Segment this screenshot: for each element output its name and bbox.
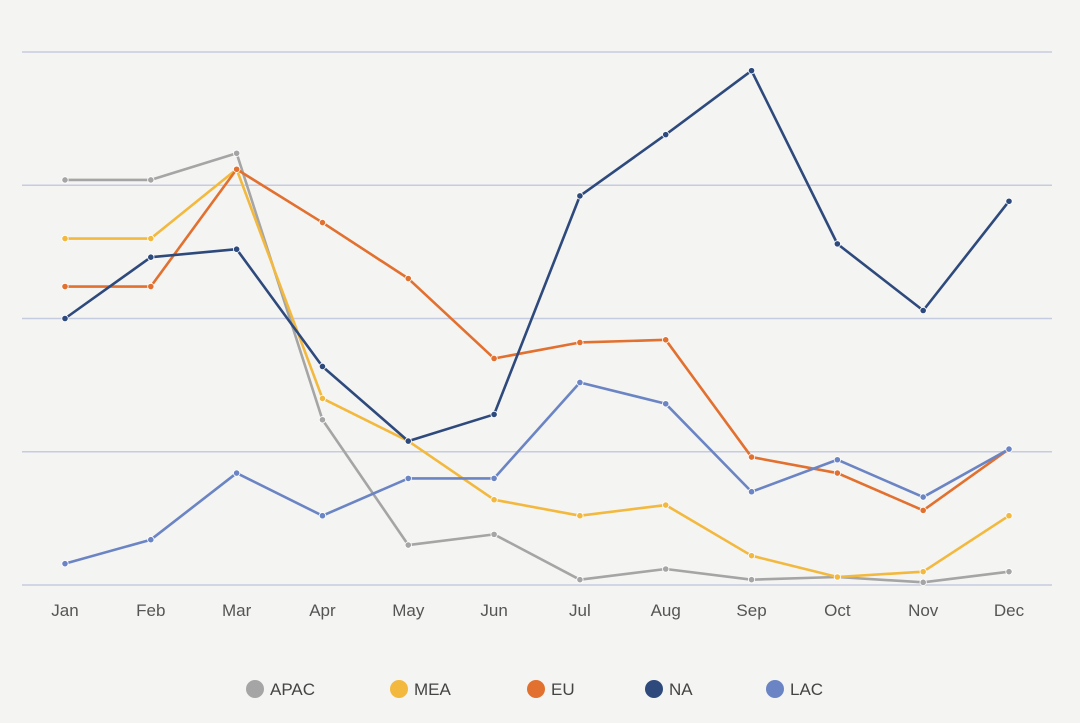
series-eu (61, 165, 1013, 514)
x-tick-label: May (392, 601, 425, 620)
series-line-na (64, 69, 1011, 443)
data-point-apac (490, 530, 498, 538)
data-point-eu (662, 336, 670, 344)
series-lac (61, 378, 1013, 568)
data-point-lac (61, 560, 69, 568)
legend-label: EU (551, 680, 575, 699)
legend-item-eu: EU (527, 680, 575, 699)
legend-swatch (645, 680, 663, 698)
x-tick-label: Oct (824, 601, 851, 620)
data-point-eu (919, 506, 927, 514)
grid-lines (22, 51, 1052, 586)
legend-item-mea: MEA (390, 680, 452, 699)
x-tick-label: Jul (569, 601, 591, 620)
data-point-apac (233, 149, 241, 157)
legend: APAC MEA EU NA LAC (246, 680, 823, 699)
data-point-apac (147, 176, 155, 184)
data-point-lac (1005, 445, 1013, 453)
legend-swatch (766, 680, 784, 698)
x-tick-label: Apr (309, 601, 336, 620)
x-axis-ticks: Jan Feb Mar Apr May Jun Jul Aug Sep Oct Nov Dec (51, 601, 1024, 620)
legend-label: NA (669, 680, 693, 699)
data-point-lac (919, 493, 927, 501)
legend-item-lac: LAC (766, 680, 823, 699)
data-point-na (404, 437, 412, 445)
series-line-lac (64, 381, 1010, 565)
x-tick-label: Sep (736, 601, 766, 620)
data-point-mea (919, 568, 927, 576)
data-point-lac (662, 400, 670, 408)
legend-swatch (246, 680, 264, 698)
data-point-mea (662, 501, 670, 509)
data-point-na (147, 253, 155, 261)
data-point-mea (318, 394, 327, 403)
data-point-apac (576, 576, 584, 584)
data-point-apac (662, 565, 670, 573)
data-point-eu (490, 354, 498, 363)
data-point-apac (404, 541, 412, 549)
x-tick-label: Aug (651, 601, 681, 620)
data-point-lac (576, 378, 584, 387)
data-point-eu (576, 338, 584, 347)
data-point-eu (318, 218, 327, 227)
data-point-mea (490, 496, 498, 504)
data-point-lac (490, 474, 498, 482)
x-tick-label: Dec (994, 601, 1025, 620)
series-line-mea (65, 167, 1010, 579)
data-point-mea (147, 234, 155, 243)
data-point-mea (576, 512, 584, 520)
data-point-na (662, 131, 670, 139)
data-point-mea (61, 234, 69, 243)
data-point-mea (747, 552, 756, 560)
data-point-eu (404, 274, 412, 283)
legend-label: APAC (270, 680, 315, 699)
legend-swatch (390, 680, 408, 698)
data-point-na (919, 306, 927, 315)
data-point-eu (147, 282, 155, 291)
legend-item-apac: APAC (246, 680, 315, 699)
legend-item-na: NA (645, 680, 693, 699)
x-tick-label: Nov (908, 601, 939, 620)
legend-label: MEA (414, 680, 452, 699)
x-tick-label: Mar (222, 601, 252, 620)
series-na (61, 67, 1013, 445)
series-line-apac (65, 151, 1010, 584)
data-point-lac (747, 488, 756, 496)
data-point-na (747, 67, 756, 75)
legend-label: LAC (790, 680, 823, 699)
data-point-na (576, 192, 584, 200)
data-point-lac (147, 536, 155, 544)
series-mea (61, 165, 1013, 581)
data-point-na (61, 314, 69, 323)
data-point-apac (318, 416, 327, 424)
data-point-lac (233, 469, 241, 477)
data-point-na (490, 410, 498, 419)
data-point-apac (1005, 568, 1013, 576)
data-point-mea (833, 573, 841, 581)
data-point-na (318, 362, 327, 371)
data-point-eu (61, 282, 69, 291)
series-line-eu (65, 167, 1010, 512)
x-tick-label: Jan (51, 601, 78, 620)
data-point-eu (233, 165, 241, 173)
data-point-eu (833, 469, 841, 477)
data-point-mea (1005, 512, 1013, 520)
data-point-lac (404, 474, 412, 482)
data-point-lac (318, 512, 327, 520)
data-point-eu (747, 453, 756, 461)
data-point-apac (747, 576, 756, 584)
data-point-na (833, 240, 841, 248)
data-point-na (1005, 197, 1013, 205)
data-point-na (233, 245, 241, 253)
legend-swatch (527, 680, 545, 698)
x-tick-label: Jun (480, 601, 507, 620)
data-point-apac (61, 176, 69, 184)
x-tick-label: Feb (136, 601, 165, 620)
data-point-apac (919, 578, 927, 586)
series-apac (61, 149, 1013, 586)
series-lines (61, 67, 1013, 586)
data-point-lac (833, 456, 841, 464)
